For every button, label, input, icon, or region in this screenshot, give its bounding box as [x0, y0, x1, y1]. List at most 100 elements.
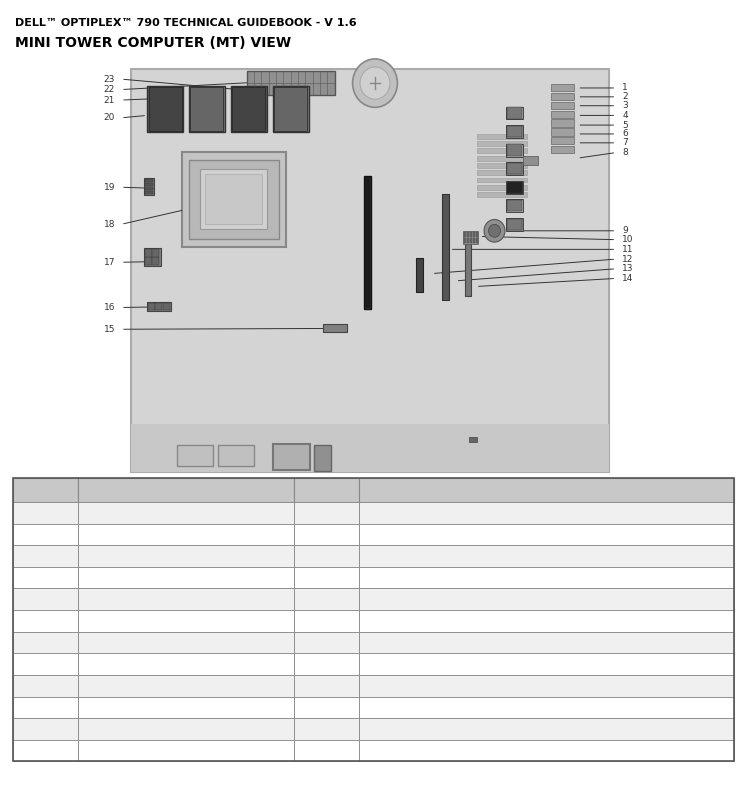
Text: Internal USB connector(INT_USB): Internal USB connector(INT_USB)	[84, 659, 246, 670]
Bar	[359, 718, 734, 740]
Bar	[13, 654, 78, 675]
Text: PCI-e 4x connector(SLOT4): PCI-e 4x connector(SLOT4)	[365, 529, 496, 539]
Text: 18: 18	[320, 616, 333, 626]
Bar	[144, 178, 154, 195]
Bar	[294, 675, 359, 696]
Bar	[294, 632, 359, 654]
Text: Number: Number	[303, 485, 350, 495]
Text: Thermal sensor connector(THRM_2): Thermal sensor connector(THRM_2)	[84, 550, 259, 562]
Bar	[294, 740, 359, 762]
Bar	[364, 176, 371, 309]
Text: 6: 6	[43, 616, 49, 626]
Bar	[467, 238, 469, 243]
Text: Battery connector(BATTERY): Battery connector(BATTERY)	[365, 702, 503, 713]
Bar	[323, 324, 347, 332]
Bar	[200, 169, 267, 229]
Text: 13: 13	[320, 508, 333, 518]
Bar	[152, 249, 159, 257]
Bar	[13, 588, 78, 610]
Text: 21: 21	[104, 95, 115, 105]
Bar	[470, 238, 472, 243]
Text: 22: 22	[320, 702, 333, 713]
Text: Intrusion switch connector(INTRUDER): Intrusion switch connector(INTRUDER)	[365, 551, 554, 561]
Bar	[416, 258, 423, 292]
Text: PCI connector(SLOT3): PCI connector(SLOT3)	[365, 508, 471, 518]
Bar	[314, 445, 331, 471]
Text: 11: 11	[622, 245, 633, 254]
Bar	[190, 87, 223, 131]
Bar	[131, 424, 609, 472]
Bar	[551, 128, 574, 136]
Bar	[477, 141, 527, 146]
Bar	[477, 163, 527, 168]
Bar	[359, 546, 734, 567]
Bar	[507, 126, 522, 137]
Text: System fan connector(FAN_HDD): System fan connector(FAN_HDD)	[365, 572, 526, 583]
Bar	[551, 146, 574, 153]
Text: 9: 9	[622, 226, 628, 236]
Bar	[359, 524, 734, 546]
Bar	[294, 478, 359, 502]
Text: SATA 0 connector(SATA0): SATA 0 connector(SATA0)	[84, 573, 207, 583]
Bar	[359, 654, 734, 675]
Text: 19: 19	[104, 182, 115, 192]
Bar	[274, 87, 307, 131]
Bar	[464, 238, 466, 243]
Text: 15: 15	[104, 324, 115, 334]
Bar	[506, 144, 523, 157]
Bar	[177, 445, 213, 466]
Bar	[131, 69, 609, 472]
Text: P2 power connector(12V_PWRCONN): P2 power connector(12V_PWRCONN)	[365, 594, 545, 604]
Text: Buzzer(BEEP): Buzzer(BEEP)	[84, 681, 150, 691]
Bar	[442, 194, 449, 300]
Bar	[13, 718, 78, 740]
Bar	[469, 437, 477, 442]
Text: 4: 4	[43, 573, 49, 583]
Bar	[78, 740, 294, 762]
Bar	[551, 119, 574, 127]
Bar	[359, 610, 734, 632]
Bar	[473, 238, 475, 243]
Text: 17: 17	[320, 594, 333, 604]
Bar	[551, 84, 574, 91]
Bar	[205, 174, 262, 224]
Text: 12: 12	[40, 746, 52, 755]
Bar	[78, 632, 294, 654]
Bar	[147, 86, 183, 132]
Bar	[231, 86, 267, 132]
Bar	[294, 567, 359, 588]
Text: DELL™ OPTIPLEX™ 790 TECHNICAL GUIDEBOOK - V 1.6: DELL™ OPTIPLEX™ 790 TECHNICAL GUIDEBOOK …	[15, 18, 356, 27]
Bar	[78, 610, 294, 632]
Bar	[145, 187, 153, 190]
Text: 1: 1	[43, 508, 49, 518]
Bar	[13, 502, 78, 524]
Bar	[477, 134, 527, 139]
Text: 16: 16	[104, 303, 115, 312]
Bar	[506, 125, 523, 138]
Text: 23: 23	[104, 74, 115, 84]
Text: SATA 3 connector(SATA3): SATA 3 connector(SATA3)	[84, 638, 207, 647]
Bar	[551, 93, 574, 100]
Text: 4: 4	[622, 111, 628, 120]
Text: P1 power connector(POWER): P1 power connector(POWER)	[365, 724, 506, 734]
Bar	[551, 137, 574, 144]
Bar	[507, 182, 522, 193]
Bar	[506, 107, 523, 119]
Bar	[147, 302, 171, 311]
Bar	[506, 181, 523, 194]
Text: 3: 3	[43, 551, 49, 561]
Text: 7: 7	[43, 638, 49, 647]
Bar	[476, 238, 478, 243]
Bar	[359, 567, 734, 588]
Bar	[78, 478, 294, 502]
Bar	[13, 675, 78, 696]
Bar	[294, 718, 359, 740]
Circle shape	[484, 220, 505, 242]
Text: 5: 5	[43, 594, 49, 604]
Text: 22: 22	[104, 85, 115, 94]
Bar	[78, 524, 294, 546]
Text: 14: 14	[622, 274, 633, 283]
Bar	[182, 152, 286, 247]
Bar	[13, 478, 78, 502]
Bar	[294, 654, 359, 675]
